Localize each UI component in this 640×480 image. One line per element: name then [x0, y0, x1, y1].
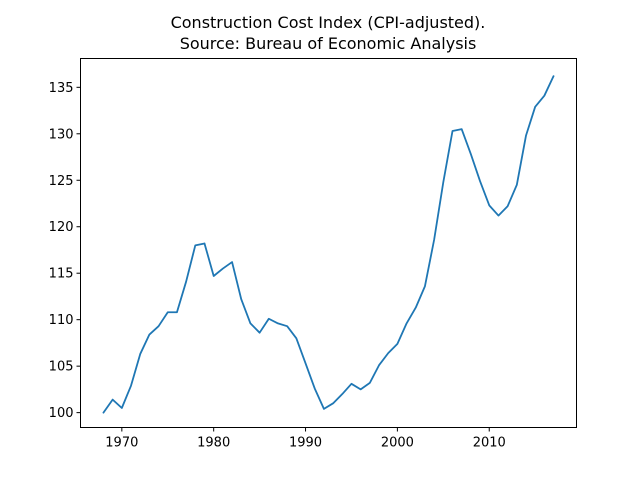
- plot-frame: [80, 58, 577, 428]
- chart-title-line-1: Construction Cost Index (CPI-adjusted).: [171, 13, 486, 32]
- x-tick-label: 2010: [473, 436, 506, 451]
- y-tick-label: 120: [49, 220, 74, 235]
- y-axis: 100 105 110 115 120 125 130 135: [49, 81, 81, 421]
- y-tick-label: 110: [49, 313, 74, 328]
- y-tick-label: 105: [49, 360, 74, 375]
- plot-area: [102, 75, 555, 414]
- x-axis: 1970 1980 1990 2000 2010: [105, 427, 506, 451]
- y-tick-label: 115: [49, 267, 74, 282]
- y-tick-label: 125: [49, 174, 74, 189]
- x-tick-label: 1990: [289, 436, 322, 451]
- series-line: [102, 75, 555, 414]
- x-tick-label: 2000: [381, 436, 414, 451]
- chart-title-line-2: Source: Bureau of Economic Analysis: [180, 34, 477, 53]
- y-tick-label: 135: [49, 81, 74, 96]
- x-tick-label: 1980: [197, 436, 230, 451]
- x-tick-label: 1970: [105, 436, 138, 451]
- y-tick-label: 100: [49, 406, 74, 421]
- y-tick-label: 130: [49, 127, 74, 142]
